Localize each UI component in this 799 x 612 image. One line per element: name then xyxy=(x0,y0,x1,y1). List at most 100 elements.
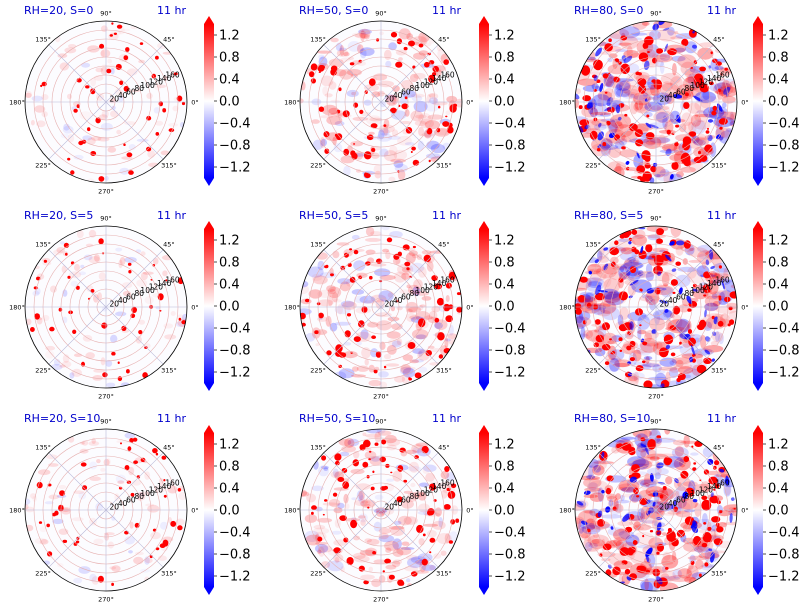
haze-patch xyxy=(106,458,111,466)
convective-cell xyxy=(644,36,654,46)
downdraft-streak xyxy=(655,576,663,585)
haze-patch xyxy=(128,466,135,476)
radial-tick-label: 20 xyxy=(385,503,395,512)
convective-cell xyxy=(349,248,353,251)
haze-patch xyxy=(324,93,333,98)
downdraft-streak xyxy=(652,501,656,507)
convective-cell xyxy=(639,324,642,327)
haze-patch xyxy=(681,112,693,126)
convective-cell xyxy=(445,115,448,118)
convective-cell xyxy=(369,275,373,280)
haze-patch xyxy=(25,92,32,98)
angle-tick-label: 270° xyxy=(648,393,664,401)
haze-patch xyxy=(700,481,711,493)
convective-cell xyxy=(411,146,416,151)
haze-patch xyxy=(586,474,596,480)
angular-gridline xyxy=(105,44,164,103)
haze-patch xyxy=(662,283,669,287)
convective-cell xyxy=(152,528,157,532)
downdraft-streak xyxy=(692,498,698,503)
haze-patch xyxy=(438,481,456,489)
haze-patch xyxy=(345,503,350,510)
haze-patch xyxy=(333,299,342,303)
downdraft-streak xyxy=(599,83,604,92)
convective-cell xyxy=(407,342,416,349)
convective-cell xyxy=(618,337,623,342)
convective-cell xyxy=(621,146,626,150)
convective-cell xyxy=(602,142,607,147)
haze-patch xyxy=(315,543,329,554)
convective-cell xyxy=(629,340,636,348)
haze-patch xyxy=(110,68,115,75)
convective-cell xyxy=(373,369,378,374)
convective-cell xyxy=(594,319,601,325)
haze-patch xyxy=(426,140,440,150)
haze-patch xyxy=(34,105,46,113)
haze-patch xyxy=(135,492,146,501)
panel-title: RH=50, S=5 xyxy=(299,209,368,222)
haze-patch xyxy=(317,299,334,307)
downdraft-streak xyxy=(665,344,671,350)
haze-patch xyxy=(370,263,387,267)
haze-patch xyxy=(87,137,96,145)
haze-patch xyxy=(80,264,85,269)
haze-patch xyxy=(656,94,670,99)
haze-patch xyxy=(670,76,683,91)
convective-cell xyxy=(119,80,124,86)
haze-patch xyxy=(87,45,100,53)
haze-patch xyxy=(657,370,666,374)
haze-patch xyxy=(444,338,451,342)
radial-tick-label: 40 xyxy=(393,91,403,100)
radial-tick-label: 100 xyxy=(140,286,155,295)
colorbar-tick-label: −1.2 xyxy=(219,366,251,381)
haze-patch xyxy=(645,271,654,282)
colorbar-tick-label: −0.4 xyxy=(494,117,526,132)
haze-patch xyxy=(100,122,113,131)
convective-cell xyxy=(651,255,656,259)
colorbar-gradient xyxy=(753,433,763,587)
convective-cell xyxy=(679,341,682,345)
haze-patch xyxy=(59,62,69,71)
convective-cell xyxy=(395,61,403,68)
angle-tick-label: 180° xyxy=(284,507,300,515)
radial-tick-label: 160 xyxy=(440,478,455,487)
colorbar-tick-label: −0.4 xyxy=(768,526,799,541)
angle-tick-label: 315° xyxy=(711,161,727,169)
convective-cell xyxy=(655,238,664,244)
colorbar-extend-max xyxy=(753,221,763,229)
haze-patch xyxy=(391,129,399,137)
haze-patch xyxy=(107,541,114,549)
angular-gridline xyxy=(598,44,657,103)
convective-cell xyxy=(374,442,379,446)
convective-cell xyxy=(123,143,126,146)
convective-cell xyxy=(146,146,152,152)
haze-patch xyxy=(352,32,364,38)
convective-cell xyxy=(605,487,612,495)
haze-patch xyxy=(632,531,655,546)
haze-patch xyxy=(362,503,371,507)
haze-patch xyxy=(330,37,339,43)
haze-patch xyxy=(649,105,670,111)
haze-patch xyxy=(176,314,184,321)
haze-patch xyxy=(370,231,382,236)
haze-patch xyxy=(428,93,436,98)
convective-cell xyxy=(126,152,133,158)
angle-tick-label: 0° xyxy=(466,507,473,515)
haze-patch xyxy=(336,49,349,57)
convective-cell xyxy=(314,330,319,335)
colorbar-tick-label: 0.8 xyxy=(219,460,240,475)
convective-cell xyxy=(337,477,345,482)
haze-patch xyxy=(447,333,458,340)
convective-cell xyxy=(593,342,599,348)
panel-title: RH=20, S=10 xyxy=(24,412,100,425)
haze-patch xyxy=(393,520,402,526)
angular-gridline xyxy=(105,452,164,511)
haze-patch xyxy=(434,322,443,329)
convective-cell xyxy=(676,377,681,383)
haze-patch xyxy=(694,91,717,103)
angle-tick-label: 90° xyxy=(375,418,387,426)
convective-cell xyxy=(628,123,638,132)
colorbar: 1.20.80.40.0−0.4−0.8−1.2 xyxy=(753,16,799,186)
convective-cell xyxy=(130,313,136,319)
convective-cell xyxy=(692,283,697,288)
